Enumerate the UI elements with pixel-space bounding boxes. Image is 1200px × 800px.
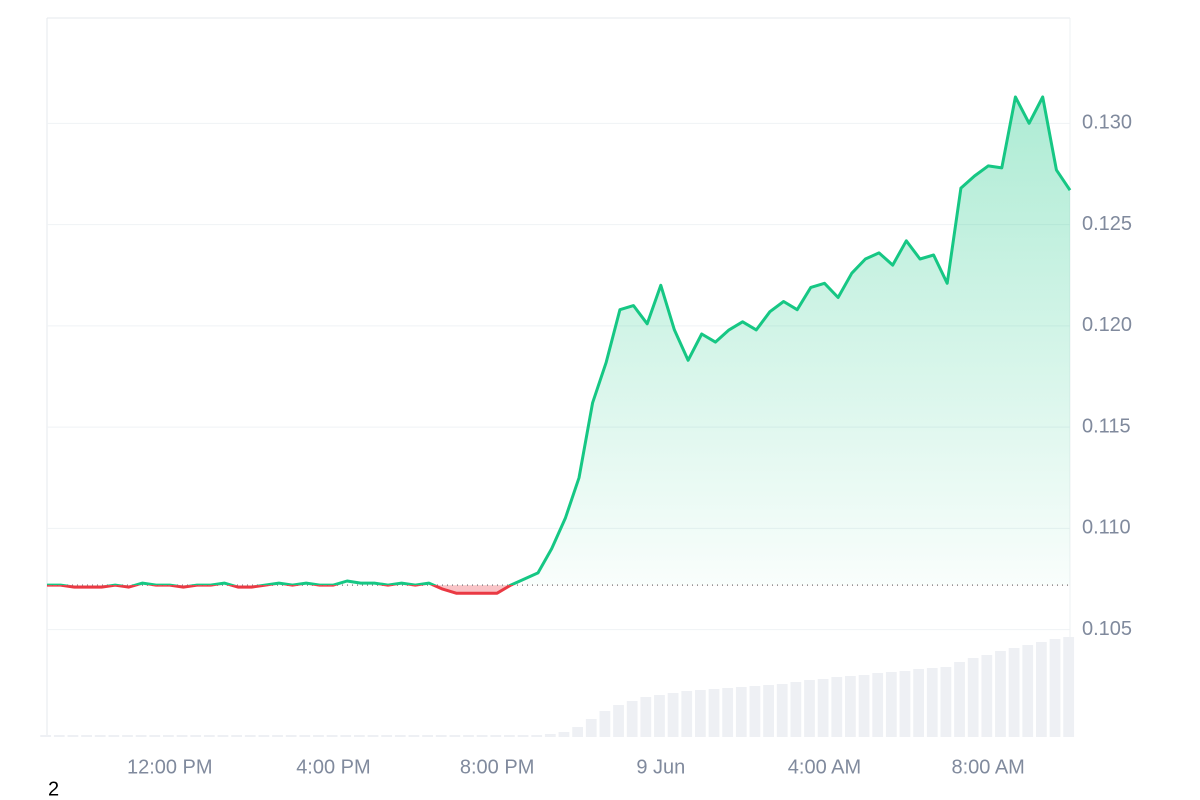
volume-bar (190, 735, 202, 737)
volume-bar (572, 727, 583, 737)
volume-bar (722, 688, 734, 737)
volume-bar (735, 687, 747, 737)
volume-bar (340, 735, 352, 737)
volume-bar (954, 662, 965, 737)
volume-bar (272, 735, 283, 737)
x-tick-label: 8:00 PM (460, 756, 534, 778)
volume-bar (108, 735, 120, 737)
volume-bar (353, 735, 365, 737)
volume-bar (940, 667, 952, 737)
volume-bar (1063, 637, 1075, 737)
volume-bar (435, 735, 447, 737)
volume-bar (394, 735, 406, 737)
volume-bar (163, 735, 174, 737)
volume-bar (681, 691, 693, 737)
volume-bar (790, 682, 802, 737)
volume-bar (367, 735, 379, 737)
volume-bar (613, 705, 624, 737)
volume-bar (981, 655, 993, 737)
volume-bar (381, 735, 393, 737)
volume-bar (817, 679, 829, 737)
x-tick-label: 9 Jun (636, 756, 685, 778)
volume-bar (763, 685, 774, 737)
y-tick-label: 0.130 (1082, 112, 1132, 134)
x-tick-label: 8:00 AM (951, 756, 1024, 778)
volume-bar (913, 669, 924, 737)
volume-bar (217, 735, 229, 737)
volume-bar (899, 671, 911, 737)
volume-bar (1008, 648, 1020, 737)
volume-bar (845, 676, 856, 737)
y-tick-label: 0.110 (1082, 517, 1131, 539)
x-tick-label: 4:00 AM (788, 756, 861, 778)
y-tick-label: 0.105 (1082, 618, 1132, 640)
volume-bar (313, 735, 324, 737)
volume-bar (476, 735, 488, 737)
volume-bar (422, 735, 433, 737)
volume-bar (149, 735, 161, 737)
volume-bar (1049, 639, 1061, 737)
volume-bar (544, 734, 556, 737)
volume-bar (299, 735, 311, 737)
volume-bar (995, 651, 1006, 737)
volume-bar (40, 735, 52, 737)
volume-bar (599, 711, 611, 737)
volume-bar (81, 735, 92, 737)
volume-bar (558, 732, 570, 737)
volume-bar (67, 735, 79, 737)
volume-bar (640, 697, 652, 737)
volume-bar (858, 675, 870, 737)
volume-bar (122, 735, 133, 737)
volume-bar (53, 735, 65, 737)
volume-bar (749, 686, 761, 737)
volume-bar (654, 695, 665, 737)
volume-bar (626, 701, 638, 737)
volume-bar (490, 735, 502, 737)
volume-bar (504, 735, 515, 737)
volume-bar (244, 735, 256, 737)
volume-bar (804, 680, 815, 737)
volume-bar (1022, 645, 1034, 737)
y-tick-label: 0.115 (1082, 415, 1131, 437)
volume-bar (831, 677, 843, 737)
volume-bar (285, 735, 297, 737)
volume-bar (135, 735, 147, 737)
volume-bar (258, 735, 270, 737)
volume-bar (517, 735, 529, 737)
volume-bar (94, 735, 106, 737)
volume-bar (408, 735, 420, 737)
volume-bar (531, 735, 543, 737)
volume-bar (326, 735, 338, 737)
volume-bar (176, 735, 188, 737)
volume-bar (776, 684, 788, 737)
price-line-up (47, 95, 1072, 586)
volume-bar (585, 719, 597, 737)
volume-bar (463, 735, 474, 737)
volume-bar (1035, 642, 1047, 737)
y-tick-label: 0.120 (1082, 314, 1132, 336)
volume-bar (926, 668, 938, 737)
volume-bar (885, 672, 897, 737)
volume-bar (203, 735, 215, 737)
volume-bar (967, 658, 979, 737)
footnote: 2 (48, 778, 59, 800)
y-tick-label: 0.125 (1082, 213, 1132, 235)
volume-bar (694, 690, 706, 737)
area-up (135, 97, 1070, 586)
volume-bar (449, 735, 461, 737)
x-tick-label: 4:00 PM (296, 756, 370, 778)
volume-bar (667, 693, 679, 737)
volume-bar (231, 735, 242, 737)
volume-bar (708, 689, 720, 737)
volume-bar (872, 673, 884, 737)
x-tick-label: 12:00 PM (127, 756, 213, 778)
